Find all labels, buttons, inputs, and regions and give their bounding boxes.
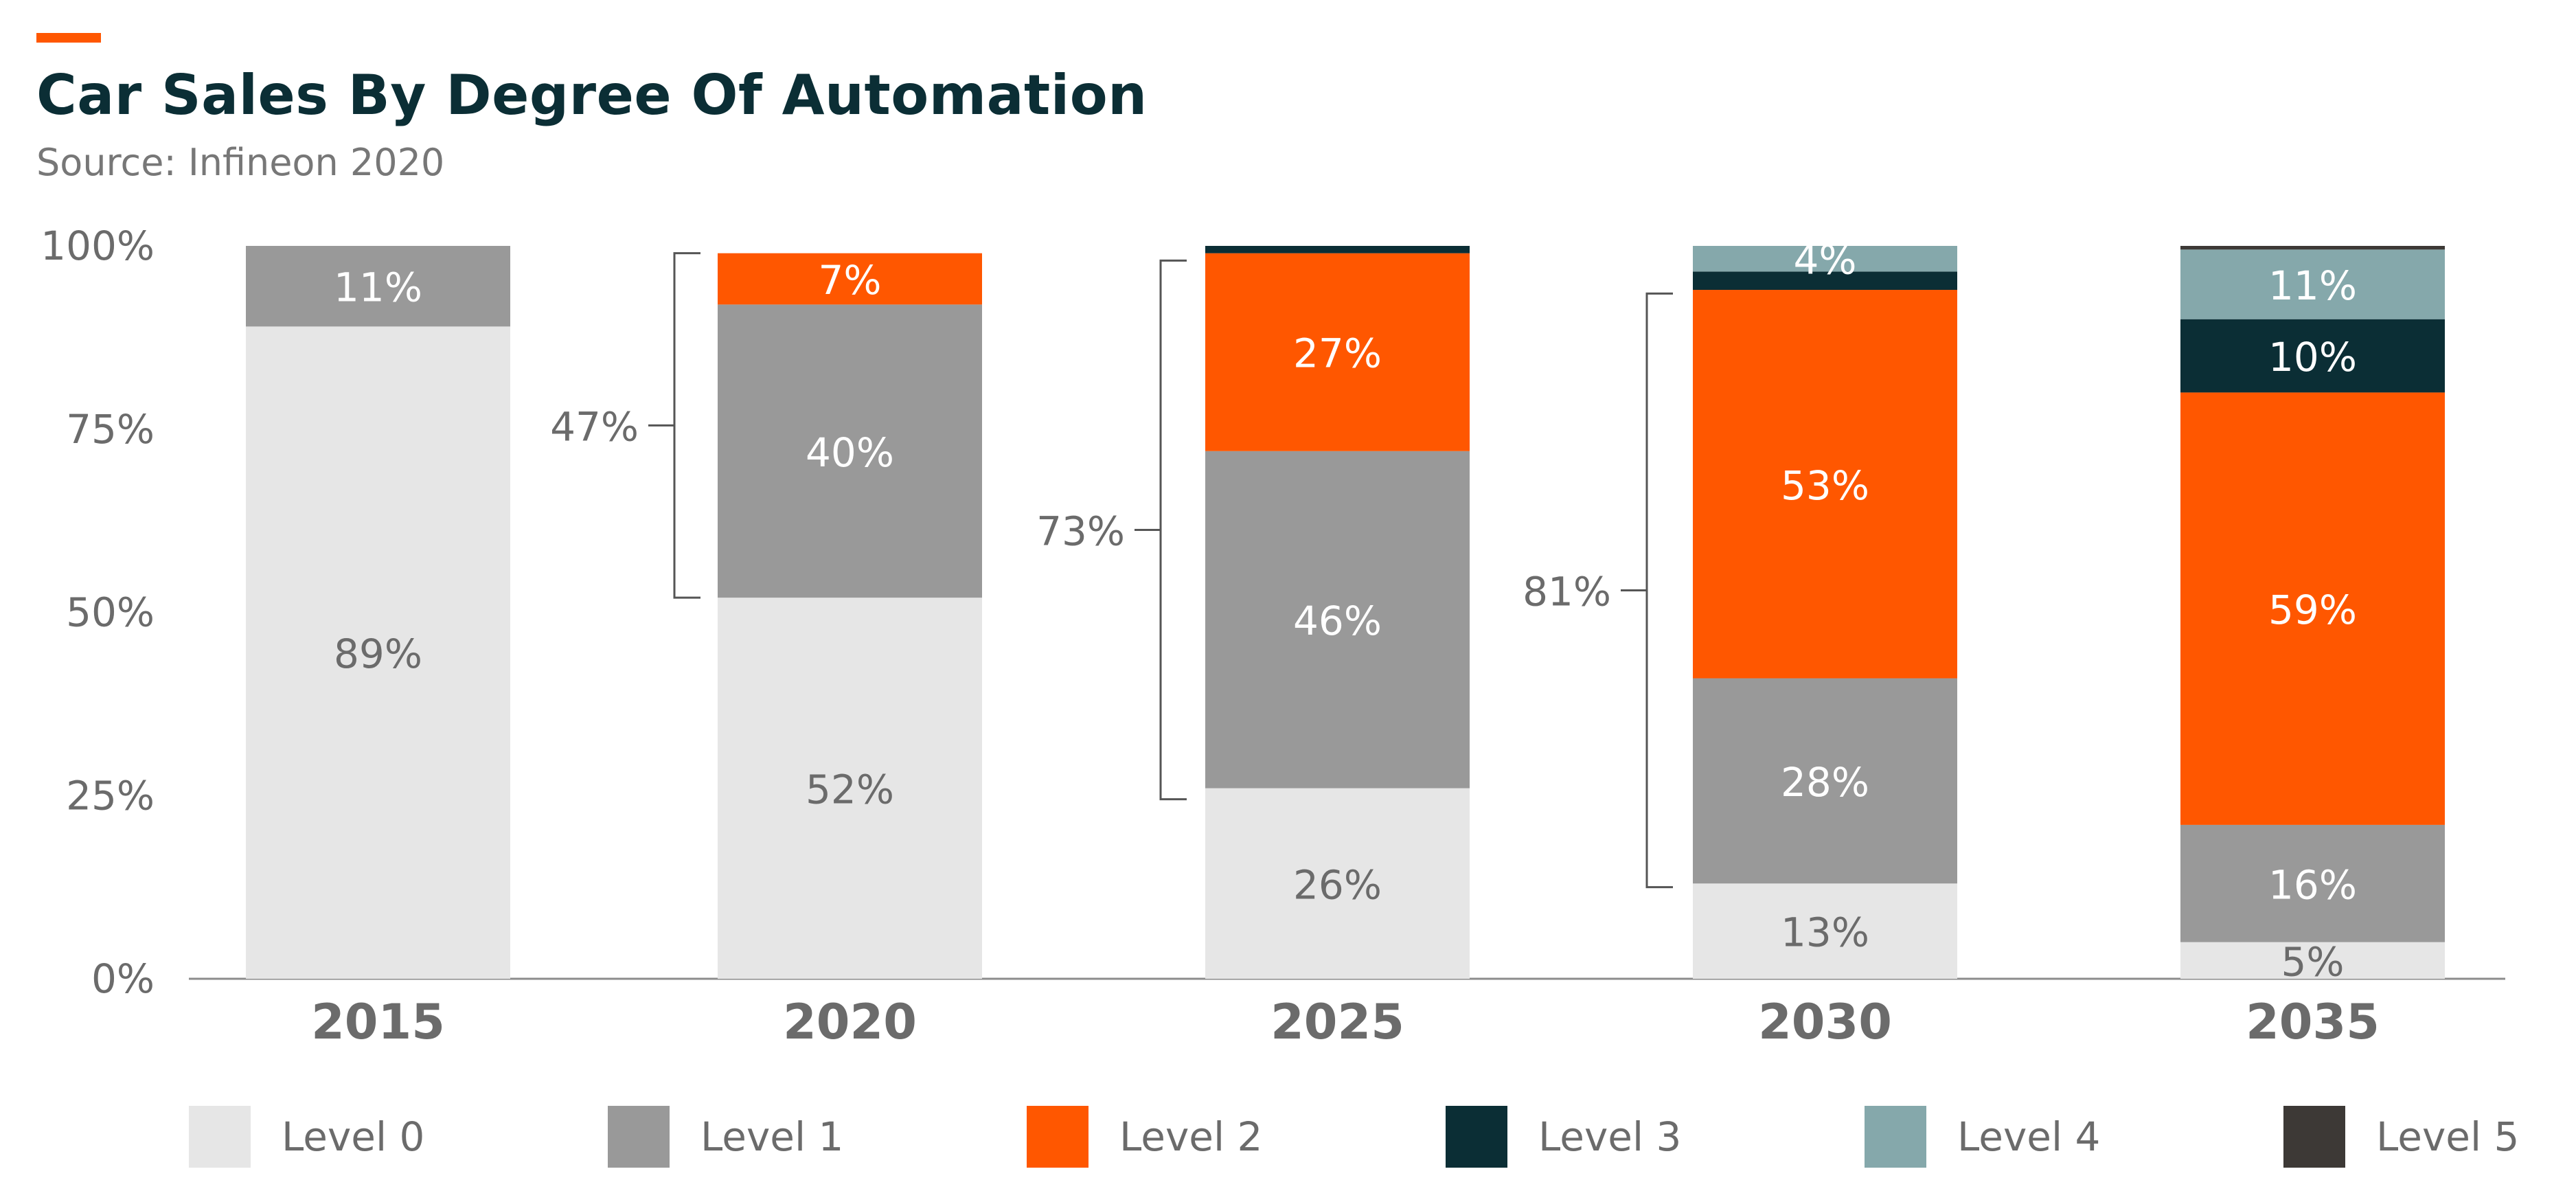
bar-data-label: 13% — [1781, 909, 1869, 956]
x-tick-label: 2020 — [783, 994, 917, 1050]
chart-source: Source: Infineon 2020 — [36, 141, 445, 184]
bracket-label: 47% — [550, 403, 639, 450]
legend-label: Level 0 — [282, 1113, 424, 1160]
bar-segment — [2180, 942, 2445, 979]
bar-segment — [2180, 249, 2445, 319]
bar-data-label: 28% — [1781, 759, 1869, 806]
bracket-label: 81% — [1523, 568, 1611, 615]
bar-segment — [1205, 246, 1470, 253]
legend-swatch — [1446, 1106, 1507, 1168]
bar-data-label: 40% — [806, 429, 894, 476]
legend-swatch — [608, 1106, 670, 1168]
legend-label: Level 2 — [1119, 1113, 1262, 1160]
bar-data-label: 4% — [1793, 237, 1856, 284]
bar-data-label: 7% — [818, 257, 881, 304]
bar-data-label: 5% — [2281, 938, 2344, 985]
legend-swatch — [189, 1106, 251, 1168]
bar-segment — [1693, 246, 1957, 272]
x-tick-label: 2015 — [311, 994, 445, 1050]
bar-segment — [718, 304, 982, 598]
bar-data-label: 53% — [1781, 462, 1869, 509]
bar-segment — [2180, 392, 2445, 825]
bar-data-label: 59% — [2268, 587, 2357, 633]
bar-segment — [718, 253, 982, 305]
bar-segment — [246, 246, 510, 327]
bar-data-label: 11% — [2268, 262, 2357, 309]
legend-swatch — [2283, 1106, 2345, 1168]
bar-data-label: 89% — [334, 631, 422, 677]
bar-segment — [718, 598, 982, 979]
bar-data-label: 27% — [1293, 330, 1382, 377]
bar-segment — [1693, 271, 1957, 291]
bar-segment — [1693, 883, 1957, 979]
y-tick-label: 0% — [91, 955, 155, 1002]
bracket-label: 73% — [1036, 508, 1125, 554]
bar-segment — [1205, 451, 1470, 789]
bar-segment — [246, 326, 510, 979]
bar-data-label: 11% — [334, 264, 422, 311]
bar-segment — [2180, 319, 2445, 393]
bar-segment — [1693, 290, 1957, 679]
bar-data-label: 46% — [1293, 598, 1382, 644]
y-tick-label: 25% — [66, 772, 155, 819]
bracket-line — [1621, 292, 1673, 889]
bar-segment — [2180, 824, 2445, 942]
x-tick-label: 2030 — [1758, 994, 1892, 1050]
title-accent-bar — [36, 33, 101, 43]
chart-title: Car Sales By Degree Of Automation — [36, 63, 1148, 127]
y-tick-label: 50% — [66, 589, 155, 636]
bar-segment — [1693, 678, 1957, 884]
y-tick-label: 100% — [41, 223, 155, 269]
legend-swatch — [1027, 1106, 1088, 1168]
legend-label: Level 4 — [1957, 1113, 2100, 1160]
bar-data-label: 10% — [2268, 334, 2357, 381]
legend-swatch — [1865, 1106, 1926, 1168]
bar-data-label: 52% — [806, 767, 894, 813]
bar-segment — [1205, 253, 1470, 451]
bracket-line — [1135, 259, 1187, 801]
bar-segment — [1205, 788, 1470, 979]
bracket-line — [648, 252, 700, 599]
bar-segment — [2180, 246, 2445, 250]
x-tick-label: 2025 — [1270, 994, 1404, 1050]
legend-label: Level 5 — [2376, 1113, 2519, 1160]
bar-data-label: 16% — [2268, 861, 2357, 908]
x-tick-label: 2035 — [2246, 994, 2380, 1050]
legend-label: Level 3 — [1538, 1113, 1681, 1160]
legend-label: Level 1 — [700, 1113, 843, 1160]
y-tick-label: 75% — [66, 406, 155, 453]
bar-data-label: 26% — [1293, 861, 1382, 908]
